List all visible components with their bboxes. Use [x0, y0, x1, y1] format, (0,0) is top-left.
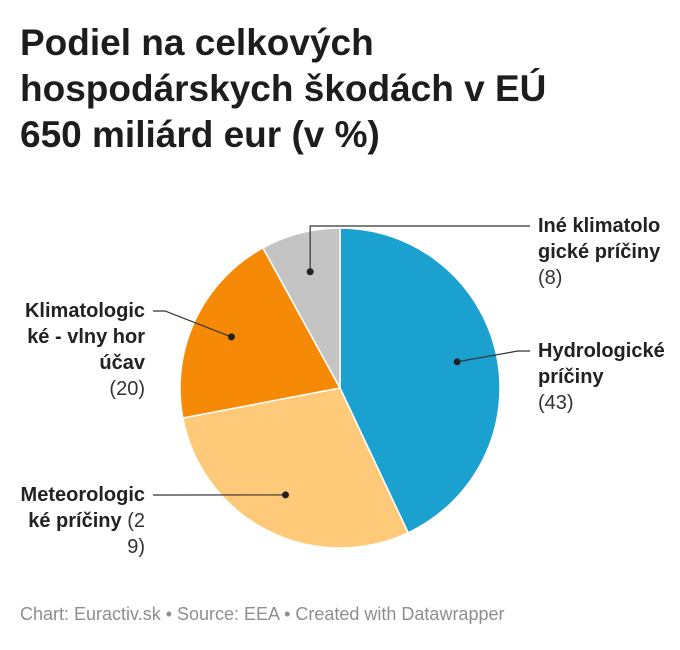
- category-name: Iné klimatologické príčiny: [538, 215, 661, 263]
- leader-line: [309, 225, 530, 272]
- value-label: (43): [538, 392, 574, 414]
- chart-title: Podiel na celkových hospodárskych škodác…: [20, 22, 547, 155]
- leader-line: [457, 350, 530, 363]
- category-name: Klimatologické - vlny horúčav: [24, 300, 145, 374]
- slice-label: Iné klimatologické príčiny (8): [538, 213, 666, 291]
- pie-slice: [261, 227, 341, 389]
- pie-slice: [179, 246, 342, 419]
- slice-label: Meteorologické príčiny (29): [17, 482, 145, 560]
- footer: Chart: Euractiv.sk • Source: EEA • Creat…: [20, 604, 505, 624]
- leader-dot: [227, 333, 235, 341]
- category-name: Meteorologické príčiny: [20, 484, 145, 532]
- category-name: Hydrologické príčiny: [538, 340, 665, 388]
- leader-dot: [306, 268, 314, 276]
- leader-line: [153, 310, 232, 338]
- pie-slice: [181, 387, 410, 549]
- value-label: (8): [538, 267, 563, 289]
- value-label: (29): [127, 510, 145, 558]
- slice-label: Klimatologické - vlny horúčav (20): [17, 298, 145, 402]
- slice-label: Hydrologické príčiny (43): [538, 338, 666, 416]
- pie-slice: [339, 227, 501, 534]
- leader-dot: [453, 358, 461, 366]
- leader-dot: [282, 491, 290, 499]
- value-label: (20): [109, 378, 145, 400]
